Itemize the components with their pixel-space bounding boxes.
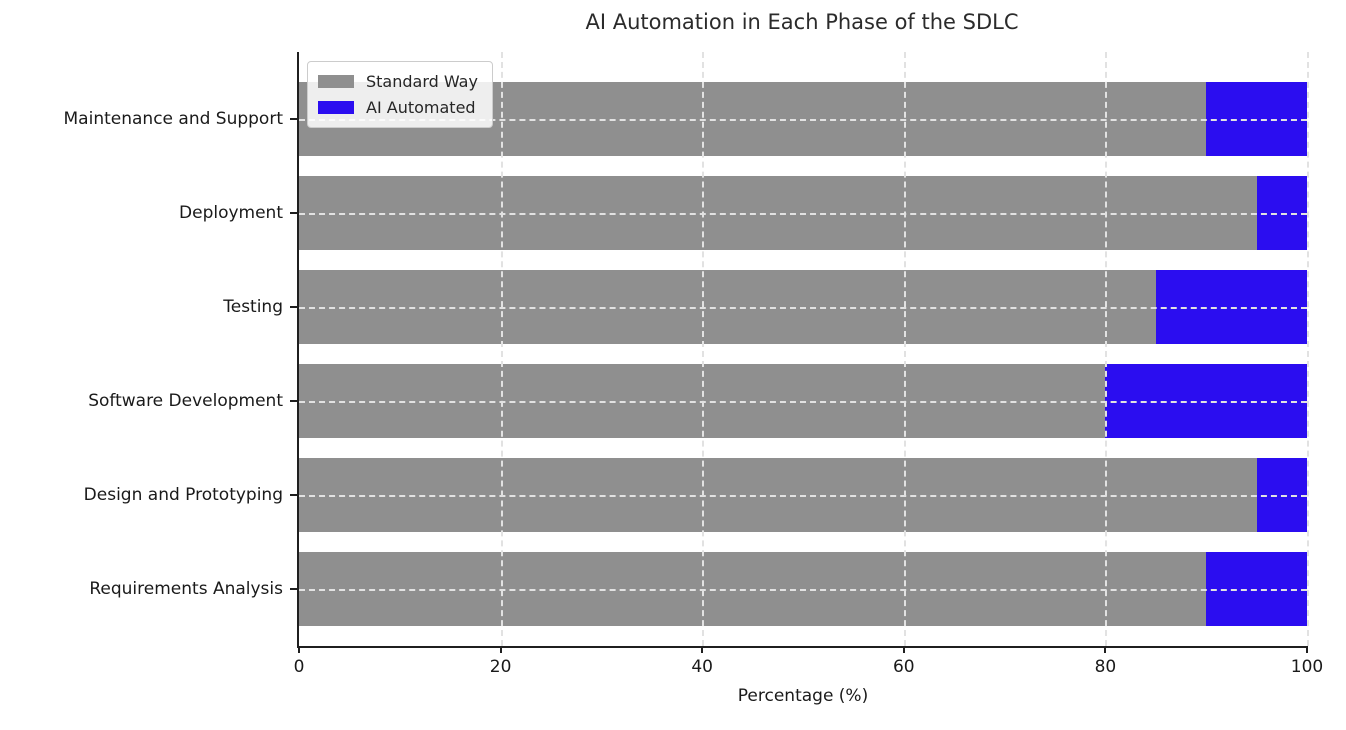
x-tick-label: 40: [691, 657, 714, 677]
x-tick-label: 20: [489, 657, 512, 677]
y-tick-mark: [290, 400, 297, 402]
legend-entry: AI Automated: [318, 97, 478, 118]
legend: Standard Way AI Automated: [307, 61, 493, 128]
category-label: Deployment: [179, 203, 283, 223]
category-label: Software Development: [88, 391, 283, 411]
bar-segment-ai-automated: [1105, 364, 1307, 438]
x-tick-mark: [902, 646, 905, 653]
x-tick-mark: [1104, 646, 1107, 653]
bar-segment-ai-automated: [1206, 82, 1307, 156]
x-tick-label: 0: [293, 657, 305, 677]
category-label: Testing: [223, 297, 283, 317]
bar-segment-standard-way: [299, 552, 1207, 626]
bar-track: [299, 270, 1307, 344]
bar-segment-ai-automated: [1256, 458, 1307, 532]
bar-segment-standard-way: [299, 270, 1156, 344]
category-label: Design and Prototyping: [83, 485, 283, 505]
bar-row: Testing: [223, 260, 1307, 354]
bar-track: [299, 176, 1307, 250]
bar-segment-standard-way: [299, 364, 1106, 438]
x-tick-mark: [701, 646, 704, 653]
legend-swatch-icon: [318, 75, 354, 88]
bar-track: [299, 552, 1307, 626]
bar-segment-standard-way: [299, 176, 1257, 250]
bar-row: Deployment: [179, 166, 1307, 260]
x-tick-mark: [298, 646, 300, 653]
category-label: Requirements Analysis: [89, 579, 283, 599]
y-tick-mark: [290, 588, 297, 590]
bar-track: [299, 364, 1307, 438]
legend-swatch-icon: [318, 101, 354, 114]
legend-label: AI Automated: [366, 98, 476, 117]
bar-row: Requirements Analysis: [89, 542, 1307, 636]
x-tick-label: 80: [1094, 657, 1117, 677]
bar-track: [299, 458, 1307, 532]
bar-row: Design and Prototyping: [84, 448, 1307, 542]
legend-label: Standard Way: [366, 72, 478, 91]
y-tick-mark: [290, 306, 297, 308]
x-tick-mark: [1306, 646, 1308, 653]
plot-area: Maintenance and Support Deployment Testing…: [64, 52, 1323, 706]
y-tick-mark: [290, 212, 297, 214]
bar-segment-ai-automated: [1155, 270, 1307, 344]
y-tick-mark: [290, 494, 297, 496]
x-tick-label: 60: [892, 657, 915, 677]
x-tick-label: 100: [1290, 657, 1324, 677]
bar-row: Software Development: [88, 354, 1307, 448]
bar-segment-ai-automated: [1256, 176, 1307, 250]
x-axis-label: Percentage (%): [737, 686, 869, 706]
legend-entry: Standard Way: [318, 71, 478, 92]
bar-segment-standard-way: [299, 458, 1257, 532]
bar-rows: Maintenance and Support Deployment Testing…: [64, 72, 1307, 636]
x-tick-mark: [499, 646, 502, 653]
y-tick-mark: [290, 118, 297, 120]
chart-title: AI Automation in Each Phase of the SDLC: [585, 10, 1019, 34]
bar-segment-ai-automated: [1206, 552, 1307, 626]
v-gridline-100: [1307, 52, 1309, 646]
category-label: Maintenance and Support: [63, 109, 283, 129]
